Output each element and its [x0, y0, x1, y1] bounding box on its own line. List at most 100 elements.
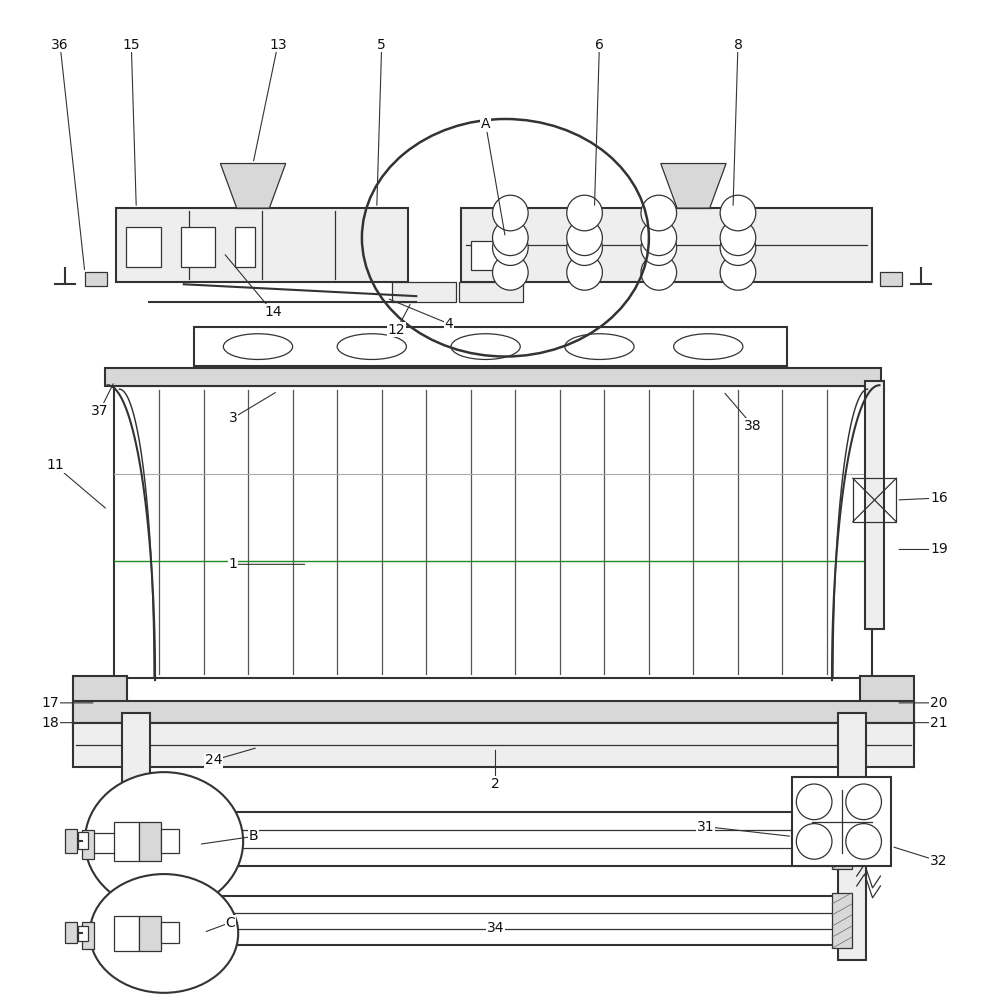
Bar	[85, 272, 107, 286]
Text: 18: 18	[42, 716, 59, 730]
Circle shape	[493, 255, 528, 290]
Bar	[73, 723, 914, 767]
Text: 16: 16	[930, 491, 947, 505]
Circle shape	[567, 255, 603, 290]
Bar	[78, 926, 88, 941]
Bar	[459, 282, 523, 302]
Bar	[147, 896, 835, 945]
Bar	[82, 922, 94, 949]
Text: 13: 13	[269, 38, 286, 52]
Circle shape	[493, 220, 528, 256]
Bar	[471, 241, 510, 270]
Ellipse shape	[674, 334, 743, 359]
Circle shape	[641, 220, 677, 256]
Circle shape	[493, 195, 528, 231]
Ellipse shape	[337, 334, 406, 359]
Circle shape	[846, 784, 881, 820]
Text: 19: 19	[930, 542, 947, 556]
Text: 2: 2	[492, 777, 499, 791]
Text: 11: 11	[47, 458, 64, 472]
Bar	[235, 227, 255, 267]
Text: 5: 5	[378, 38, 386, 52]
Bar	[864, 703, 909, 723]
Text: 36: 36	[52, 38, 69, 52]
Text: 20: 20	[931, 696, 947, 710]
Text: 21: 21	[930, 716, 947, 730]
Bar	[793, 777, 891, 866]
Text: 24: 24	[205, 753, 222, 767]
Text: 1: 1	[229, 557, 238, 571]
Ellipse shape	[565, 334, 634, 359]
Bar	[832, 893, 851, 948]
Bar	[161, 922, 178, 943]
Bar	[131, 893, 150, 948]
Text: C: C	[225, 916, 235, 930]
Bar	[852, 478, 896, 522]
Bar	[73, 701, 914, 723]
Bar	[65, 922, 77, 943]
Bar	[73, 676, 128, 728]
Bar	[859, 676, 914, 728]
Bar	[81, 723, 906, 744]
Text: 32: 32	[931, 854, 947, 868]
Bar	[127, 227, 161, 267]
Bar	[123, 713, 150, 960]
Bar	[65, 829, 77, 853]
Ellipse shape	[451, 334, 520, 359]
Text: 8: 8	[733, 38, 742, 52]
Circle shape	[720, 230, 756, 265]
Ellipse shape	[85, 772, 243, 911]
Bar	[461, 208, 871, 282]
Text: 17: 17	[42, 696, 59, 710]
Text: 14: 14	[264, 305, 281, 319]
Circle shape	[797, 824, 832, 859]
Bar	[161, 829, 178, 853]
Bar	[880, 272, 902, 286]
Circle shape	[567, 195, 603, 231]
Bar	[117, 208, 408, 282]
Bar	[82, 830, 94, 859]
Bar	[105, 368, 881, 386]
Bar	[140, 916, 161, 951]
Circle shape	[846, 824, 881, 859]
Bar	[131, 810, 150, 869]
Text: 3: 3	[229, 411, 238, 425]
Circle shape	[797, 784, 832, 820]
Text: 15: 15	[123, 38, 140, 52]
Text: 34: 34	[487, 921, 504, 935]
Bar	[115, 916, 140, 951]
Bar	[115, 386, 871, 678]
Text: 31: 31	[697, 820, 715, 834]
Bar	[73, 720, 128, 739]
Circle shape	[720, 220, 756, 256]
Text: 4: 4	[445, 317, 453, 331]
Circle shape	[641, 230, 677, 265]
Bar	[391, 282, 456, 302]
Bar	[147, 812, 835, 866]
Ellipse shape	[90, 874, 238, 993]
Bar	[193, 327, 788, 366]
Circle shape	[641, 255, 677, 290]
Text: A: A	[481, 117, 491, 131]
Text: 12: 12	[387, 323, 405, 337]
Bar	[838, 713, 865, 960]
Bar	[115, 822, 140, 861]
Bar	[78, 703, 123, 723]
Text: 38: 38	[744, 419, 762, 433]
Circle shape	[720, 255, 756, 290]
Polygon shape	[661, 164, 726, 208]
Bar	[140, 822, 161, 861]
Text: 37: 37	[91, 404, 108, 418]
Circle shape	[493, 230, 528, 265]
Polygon shape	[220, 164, 285, 208]
Bar	[78, 832, 88, 849]
Circle shape	[567, 220, 603, 256]
Circle shape	[720, 195, 756, 231]
Bar	[859, 720, 914, 739]
Bar	[864, 381, 884, 629]
Circle shape	[641, 195, 677, 231]
Circle shape	[567, 230, 603, 265]
Bar	[180, 227, 215, 267]
Ellipse shape	[223, 334, 292, 359]
Bar	[832, 810, 851, 869]
